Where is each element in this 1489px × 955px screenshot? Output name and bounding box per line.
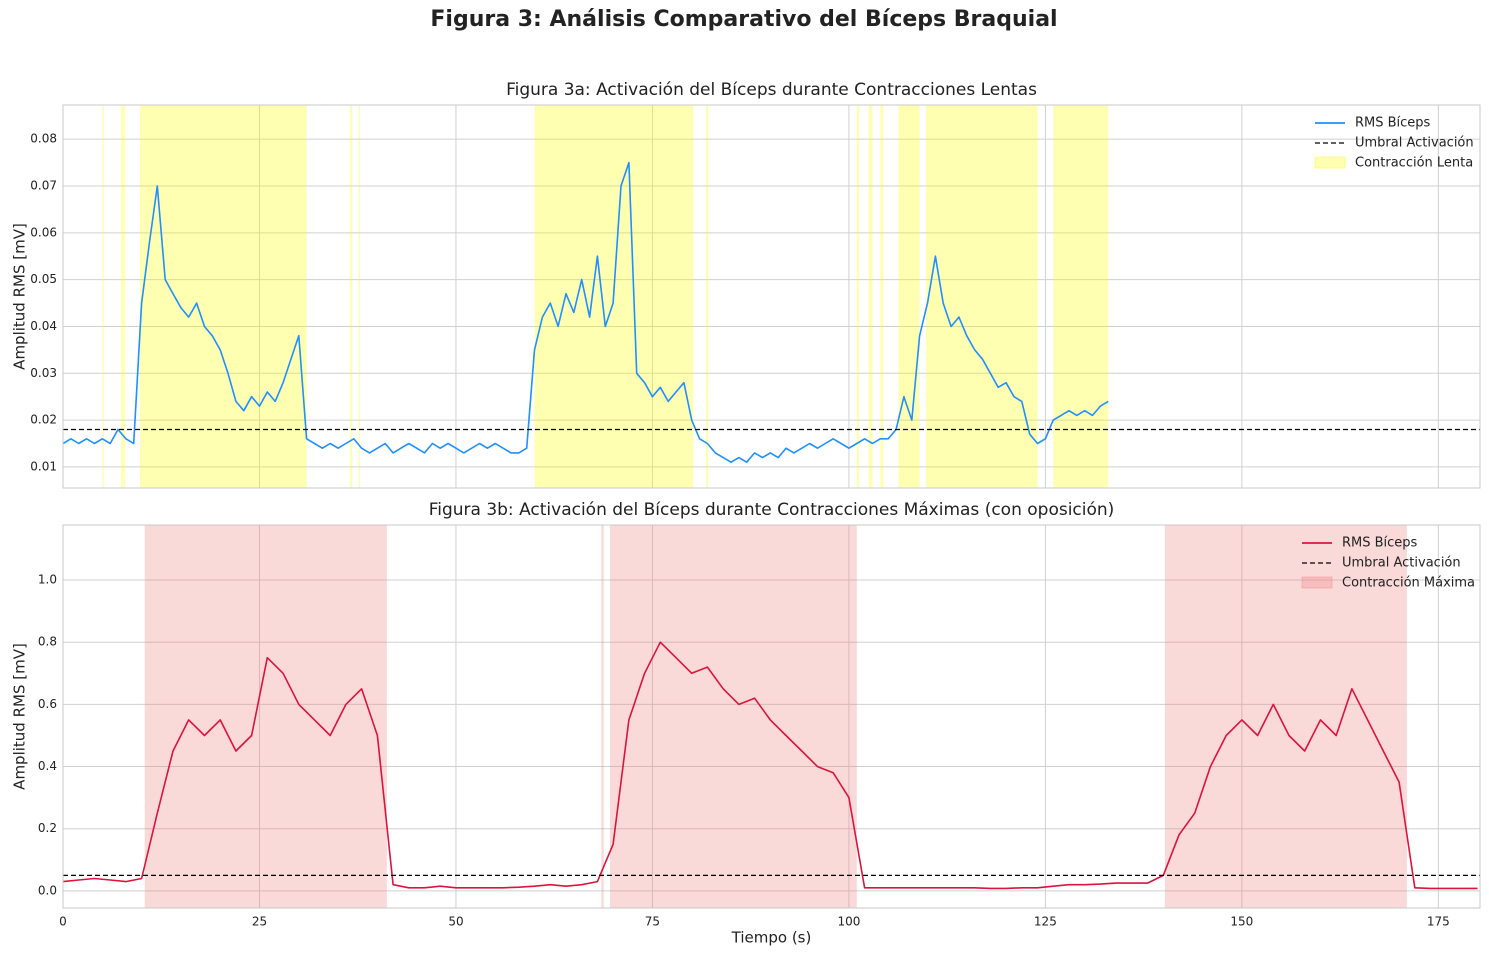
subplot-title: Figura 3b: Activación del Bíceps durante…: [429, 500, 1115, 520]
x-tick-label: 50: [448, 915, 463, 929]
contraction-span: [609, 525, 857, 908]
y-tick-label: 0.04: [30, 319, 57, 333]
y-tick-label: 1.0: [38, 573, 57, 587]
contraction-span: [601, 525, 604, 908]
contraction-span: [868, 105, 873, 488]
x-tick-label: 175: [1427, 915, 1450, 929]
contraction-span: [144, 525, 387, 908]
contraction-span: [102, 105, 104, 488]
y-tick-label: 0.2: [38, 821, 57, 835]
y-tick-label: 0.8: [38, 635, 57, 649]
figure-title: Figura 3: Análisis Comparativo del Bícep…: [430, 7, 1057, 32]
x-tick-label: 100: [837, 915, 860, 929]
x-tick-label: 75: [645, 915, 660, 929]
y-tick-label: 0.6: [38, 697, 57, 711]
contraction-span: [140, 105, 307, 488]
y-axis-label: Amplitud RMS [mV]: [11, 643, 29, 790]
x-tick-label: 25: [252, 915, 267, 929]
legend-label: RMS Bíceps: [1342, 536, 1418, 551]
signal-line: [63, 641, 1478, 890]
plot-area: [63, 105, 1480, 488]
subplot-title: Figura 3a: Activación del Bíceps durante…: [506, 80, 1037, 100]
plot-area: [63, 525, 1480, 908]
legend-label: Umbral Activación: [1355, 136, 1474, 151]
plot-frame: [62, 104, 1481, 489]
y-tick-label: 0.03: [30, 366, 57, 380]
x-tick-label: 125: [1034, 915, 1057, 929]
y-tick-label: 0.4: [38, 759, 57, 773]
contraction-span: [925, 105, 1038, 488]
y-tick-label: 0.01: [30, 459, 57, 473]
y-tick-label: 0.02: [30, 413, 57, 427]
y-tick-label: 0.0: [38, 883, 57, 897]
legend-label: Umbral Activación: [1342, 556, 1461, 571]
legend-label: Contracción Máxima: [1342, 576, 1475, 591]
plot-frame: [62, 524, 1481, 909]
legend-label: RMS Bíceps: [1355, 116, 1431, 131]
contraction-span: [898, 105, 920, 488]
y-tick-label: 0.07: [30, 179, 57, 193]
contraction-span: [1053, 105, 1109, 488]
contraction-span: [349, 105, 353, 488]
contraction-span: [880, 105, 884, 488]
legend-swatch: [1301, 576, 1333, 589]
y-tick-label: 0.06: [30, 225, 57, 239]
signal-line: [63, 161, 1109, 463]
contraction-span: [358, 105, 361, 488]
x-tick-label: 0: [59, 915, 67, 929]
y-tick-label: 0.05: [30, 272, 57, 286]
x-tick-label: 150: [1230, 915, 1253, 929]
y-axis-label: Amplitud RMS [mV]: [11, 223, 29, 370]
contraction-span: [121, 105, 126, 488]
x-axis-label: Tiempo (s): [731, 929, 812, 947]
legend-swatch: [1314, 156, 1346, 169]
legend-label: Contracción Lenta: [1355, 156, 1473, 171]
contraction-span: [705, 105, 709, 488]
contraction-span: [856, 105, 860, 488]
y-tick-label: 0.08: [30, 132, 57, 146]
